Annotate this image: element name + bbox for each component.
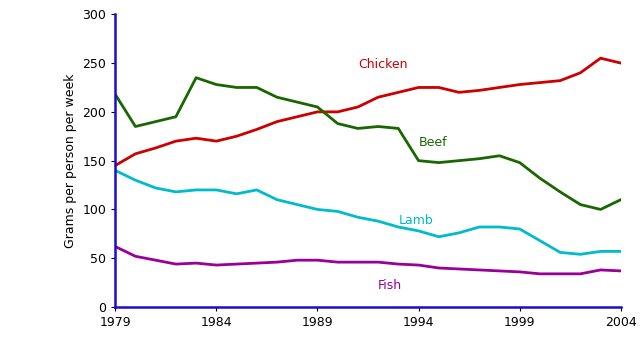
Text: Lamb: Lamb (398, 214, 433, 227)
Text: Chicken: Chicken (358, 58, 408, 71)
Text: Beef: Beef (419, 136, 447, 149)
Text: Fish: Fish (378, 280, 402, 292)
Y-axis label: Grams per person per week: Grams per person per week (64, 74, 77, 248)
